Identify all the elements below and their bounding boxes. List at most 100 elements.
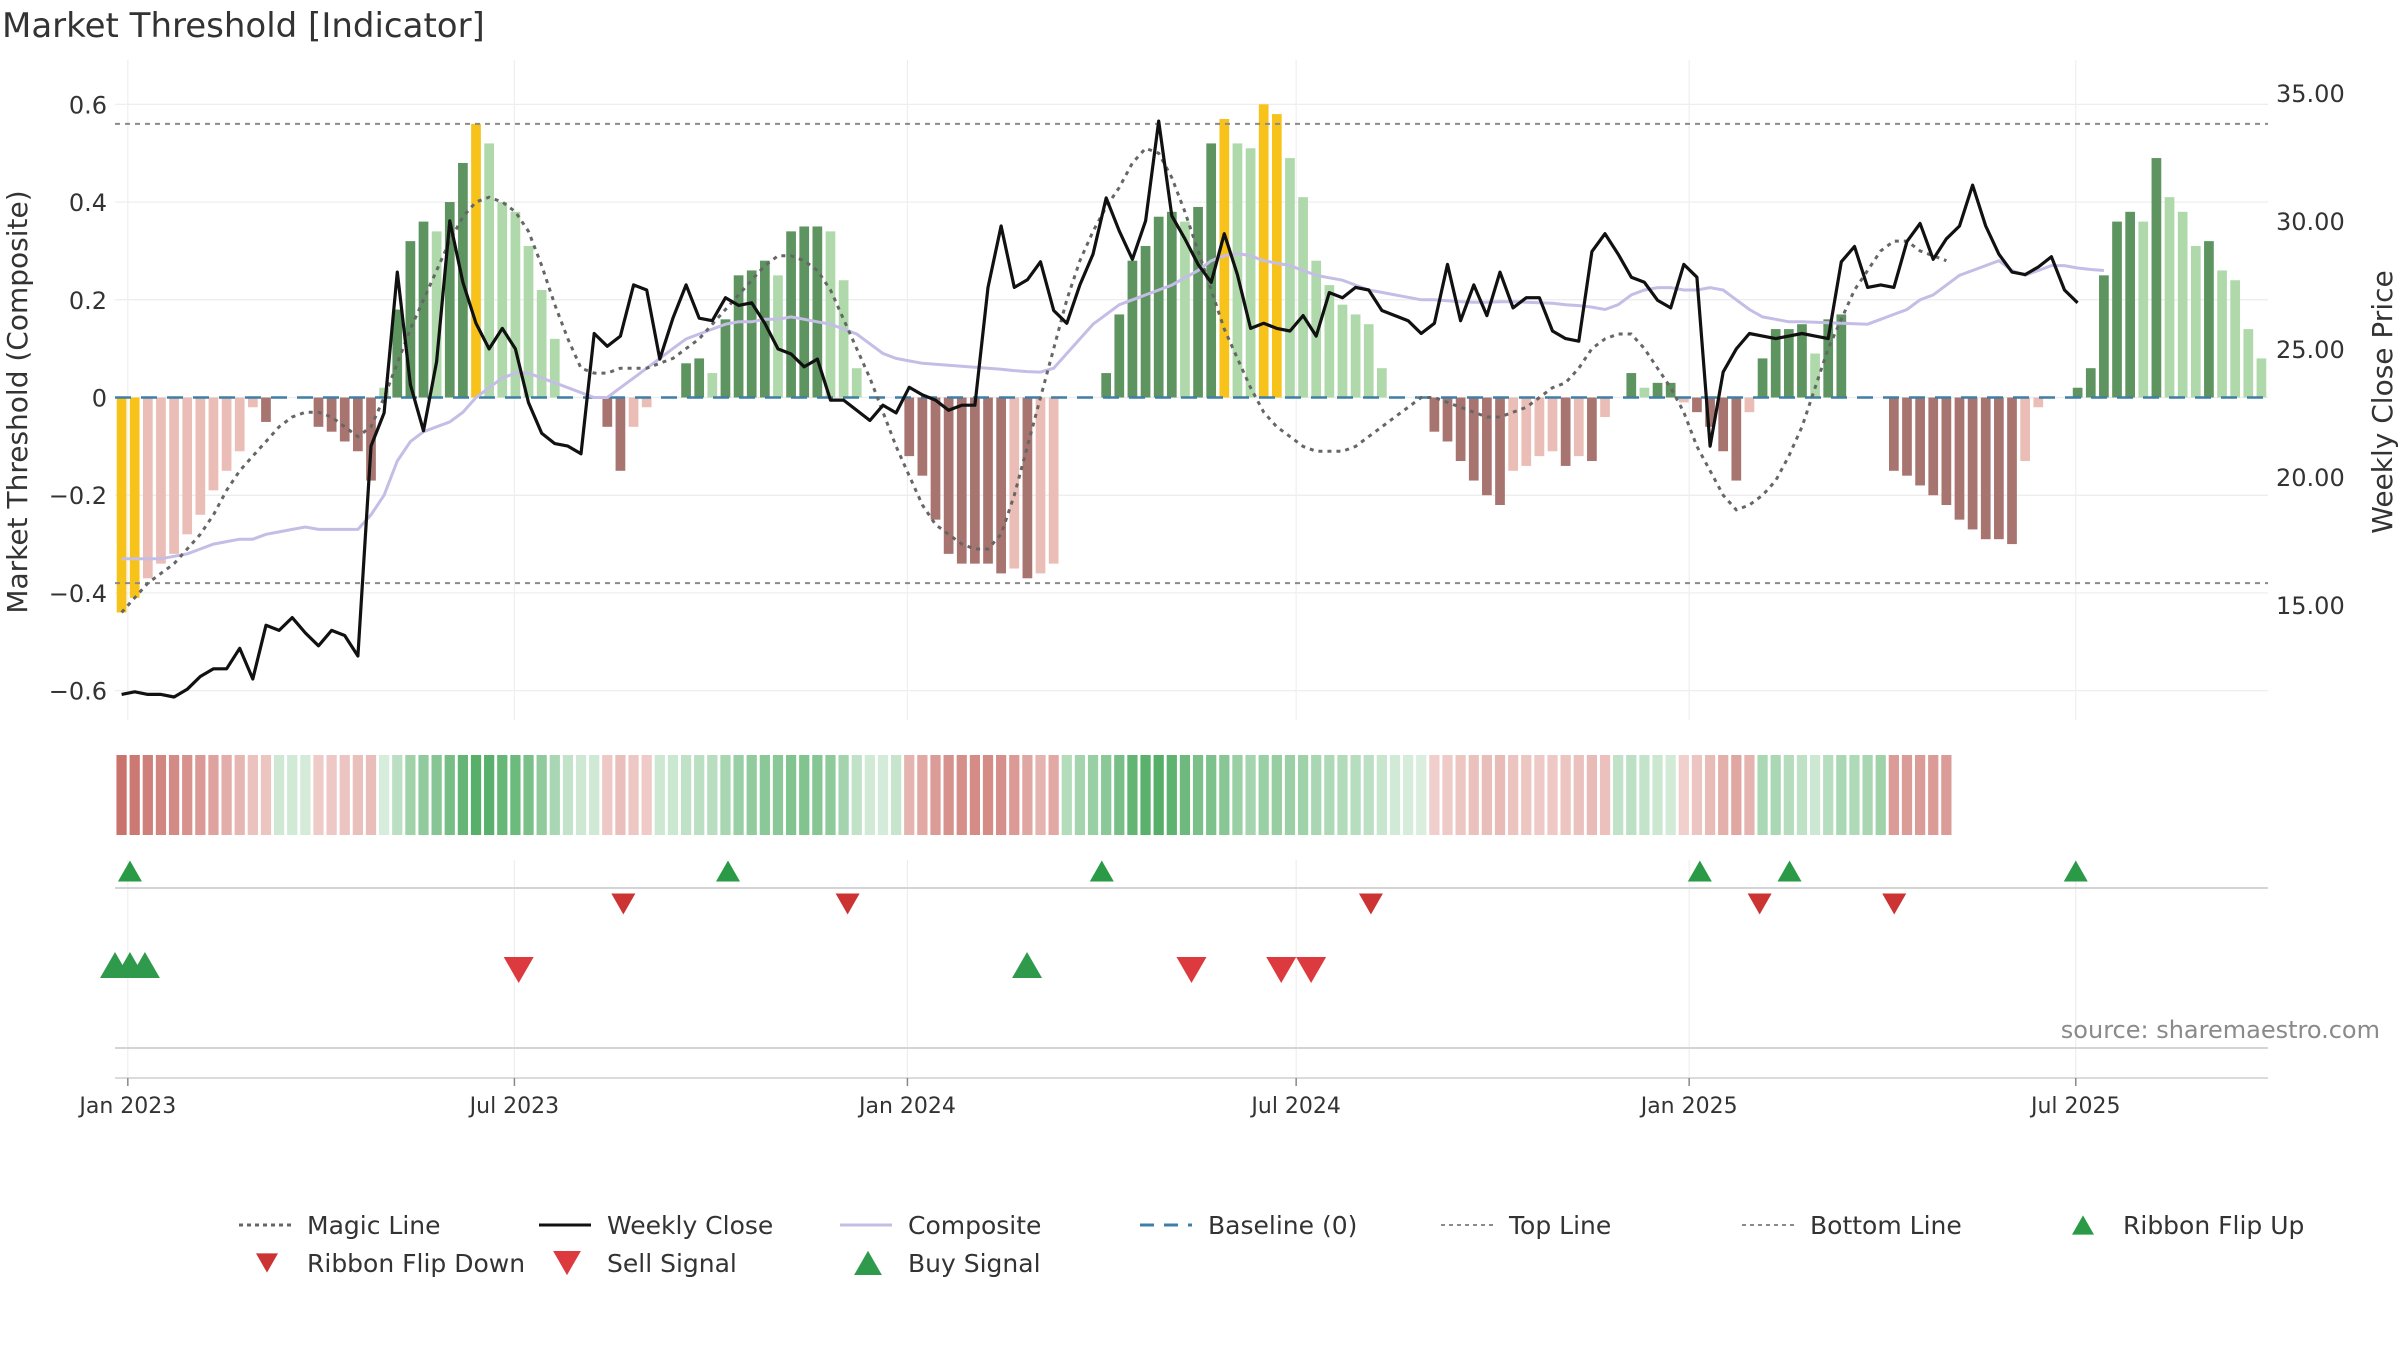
histogram-bar [2112,221,2122,398]
ribbon-segment [470,755,482,835]
histogram-bar [904,397,915,457]
ribbon-segment [1389,755,1401,835]
y-left-tick-label: −0.4 [49,580,107,608]
ribbon-segment [1140,755,1151,835]
histogram-bar [1783,329,1794,398]
buy-signal-marker [129,951,160,979]
ribbon-segment [851,755,862,835]
ribbon-segment [1429,755,1440,835]
ribbon-segment [680,755,692,835]
x-tick-label: Jul 2024 [1249,1094,1341,1119]
chart-title: Market Threshold [Indicator] [2,6,485,46]
ribbon-segment [982,755,994,835]
histogram-bar [746,270,757,398]
ribbon-segment [1639,755,1650,835]
ribbon-flip-down-marker [1358,893,1383,915]
histogram-bar [1009,397,1020,569]
ribbon-segment [772,755,784,835]
legend-item: Magic Line [237,1207,441,1243]
ribbon-segment [1219,755,1230,835]
histogram-bar [2138,221,2149,398]
ribbon-segment [155,755,167,835]
ribbon-segment [1508,755,1519,835]
histogram-bar [1180,221,1190,398]
histogram-bar [1206,143,1217,398]
ribbon-segment [1691,755,1703,835]
histogram-bar [1980,397,1991,540]
legend-item: Buy Signal [838,1245,1041,1281]
histogram-bar [418,221,429,398]
ribbon-segment [1166,755,1177,835]
legend-swatch-mark [256,1253,278,1273]
histogram-bar [247,397,258,408]
legend-swatch [854,1251,882,1275]
ribbon-segment [1468,755,1479,835]
histogram-bar [1298,197,1308,398]
ribbon-segment [1652,755,1663,835]
histogram-bar [536,290,547,398]
histogram-bar [2151,158,2162,398]
histogram-bar [2085,368,2096,398]
histogram-bar [2230,280,2241,398]
histogram-bar [1035,397,1046,574]
legend-item: Bottom Line [1740,1207,1962,1243]
histogram-bar [773,275,783,398]
histogram-bar [2099,275,2109,398]
ribbon-segment [1455,755,1466,835]
histogram-bar [392,309,403,398]
ribbon-segment [523,755,534,835]
ribbon-segment [1337,755,1348,835]
histogram-bar [1140,246,1151,398]
histogram-bar [1967,397,1978,530]
ribbon-segment [1796,755,1808,835]
ribbon-segment [1179,755,1191,835]
legend-swatch-mark [2072,1215,2094,1235]
legend-label: Baseline (0) [1208,1210,1358,1240]
ribbon-segment [405,755,416,835]
y-right-axis-title: Weekly Close Price [2366,270,2399,533]
ribbon-segment [1206,755,1217,835]
histogram-bar [1573,397,1584,457]
ribbon-segment [1534,755,1545,835]
ribbon-segment [890,755,902,835]
legend-swatch-mark [553,1251,581,1275]
histogram-bar [1731,397,1742,481]
y-left-tick-label: 0.2 [69,287,107,315]
histogram-bar [1153,216,1164,398]
ribbon-segment [759,755,770,835]
histogram-bar [707,373,718,398]
histogram-bar [615,397,626,471]
ribbon-segment [300,755,311,835]
ribbon-segment [1494,755,1506,835]
histogram-bar [1114,314,1125,398]
histogram-bar [799,226,810,398]
ribbon-segment [444,755,455,835]
histogram-bar [1705,397,1715,427]
legend-label: Ribbon Flip Up [2123,1210,2305,1240]
ribbon-segment [956,755,967,835]
histogram-bar [1692,397,1702,413]
histogram-bar [142,397,153,579]
histogram-bar [2256,358,2267,398]
histogram-bar [1534,397,1545,457]
histogram-bar [221,397,232,471]
ribbon-flip-up-marker [1687,860,1712,882]
ribbon-flip-down-marker [1882,893,1907,915]
histogram-bar [195,397,206,515]
histogram-bar [261,397,271,422]
y-right-tick-label: 30.00 [2276,208,2345,236]
histogram-bar [339,397,350,442]
magic-line [120,146,1947,614]
y-right-tick-label: 35.00 [2276,80,2345,108]
histogram-bar [1639,387,1650,398]
histogram-bar [1770,329,1781,398]
ribbon-segment [1862,755,1873,835]
histogram-bar [720,319,731,398]
ribbon-segment [1153,755,1164,835]
histogram-bar [169,397,179,554]
ribbon-segment [549,755,560,835]
histogram-bar [2164,197,2175,398]
histogram-bar [759,260,770,398]
histogram-bar [2204,241,2214,398]
y-right-tick-label: 25.00 [2276,336,2345,364]
